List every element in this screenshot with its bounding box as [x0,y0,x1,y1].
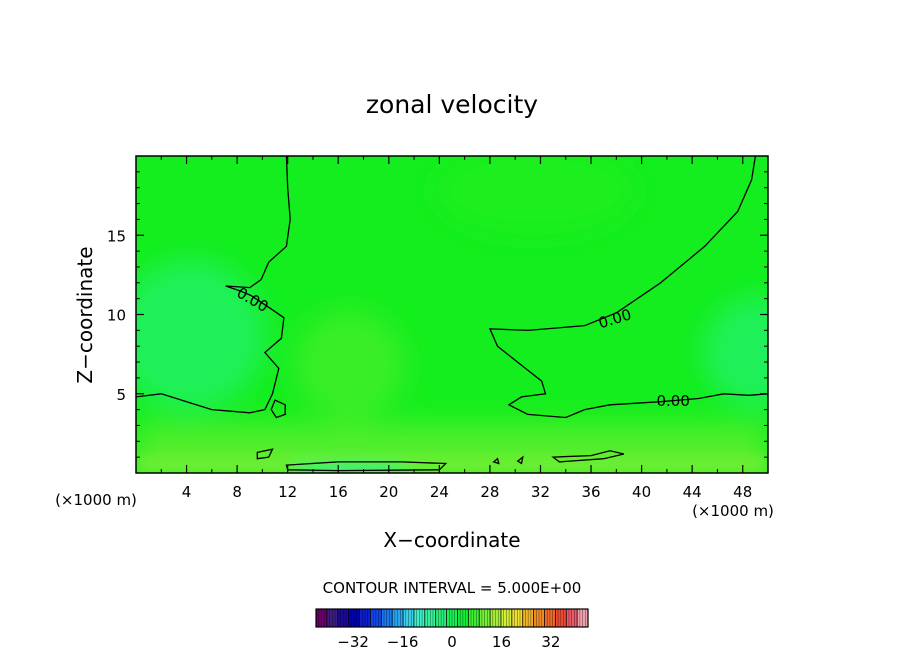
x-tick-label: 28 [480,483,499,501]
x-tick-label: 8 [232,483,242,501]
region-top-positive [435,156,635,235]
contour-line [285,461,448,472]
x-tick-label: 36 [581,483,600,501]
chart-title: zonal velocity [366,90,538,119]
contour-lines [136,156,768,472]
x-unit-left: (×1000 m) [55,491,137,509]
x-tick-label: 44 [683,483,702,501]
x-axis-label: X−coordinate [383,528,520,552]
x-tick-label: 4 [182,483,192,501]
colorbar-tick-label: −16 [387,633,419,651]
y-tick-label: 10 [107,307,126,325]
y-tick-label: 5 [116,386,126,404]
contour-line [270,399,286,419]
x-tick-label: 48 [733,483,752,501]
x-unit-right: (×1000 m) [692,502,774,520]
x-tick-label: 24 [430,483,449,501]
colorbar-frame [315,608,589,628]
contour-line [488,156,768,419]
field-bottom-detail [136,455,768,473]
x-tick-label: 20 [379,483,398,501]
colorbar-tick-label: 32 [541,633,560,651]
plot-field [136,156,768,473]
contour-line [136,156,291,414]
contour-line [492,457,500,465]
colorbar-tick-label: −32 [337,633,369,651]
x-tick-label: 12 [278,483,297,501]
x-tick-label: 40 [632,483,651,501]
x-tick-label: 16 [329,483,348,501]
contour-line [516,455,524,465]
contour-interval: CONTOUR INTERVAL = 5.000E+00 [323,579,582,597]
y-tick-label: 15 [107,227,126,245]
contour-line [551,450,625,463]
region-right-negative [703,297,768,407]
region-mid-positive [295,310,405,420]
colorbar-tick-label: 0 [447,633,457,651]
x-tick-label: 32 [531,483,550,501]
contour-label: 0.00 [656,392,689,410]
region-bottom-band [136,455,768,473]
contour-line [256,448,274,460]
region-left-negative [136,260,265,410]
colorbar: −32 −16 0 16 32 [315,608,589,651]
y-axis-label: Z−coordinate [73,246,97,383]
colorbar-tick-label: 16 [492,633,511,651]
